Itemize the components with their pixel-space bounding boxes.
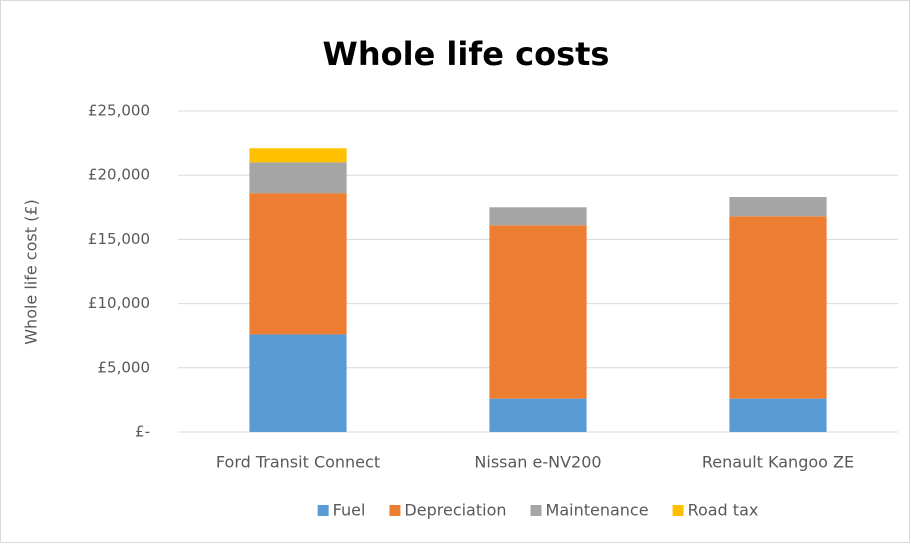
bar-segment [489, 225, 587, 399]
y-tick-label: £- [135, 423, 150, 441]
y-tick-label: £5,000 [98, 358, 151, 376]
legend-swatch [389, 505, 401, 516]
chart-title: Whole life costs [323, 35, 610, 73]
x-tick-label: Renault Kangoo ZE [702, 453, 854, 472]
bar-segment [729, 398, 827, 432]
bar-segment [729, 197, 827, 217]
y-axis-label: Whole life cost (£) [22, 199, 41, 345]
legend-swatch [672, 505, 684, 516]
bar-segment [249, 334, 347, 432]
x-tick-label: Ford Transit Connect [216, 453, 380, 472]
bar-segment [249, 148, 347, 163]
bar-segment [249, 193, 347, 335]
bar-segment [489, 207, 587, 226]
legend-swatch [530, 505, 542, 516]
y-tick-label: £15,000 [88, 230, 150, 248]
y-tick-label: £20,000 [88, 166, 150, 184]
x-tick-label: Nissan e-NV200 [474, 453, 601, 472]
bar-segment [729, 216, 827, 399]
bar-segment [249, 162, 347, 194]
legend-label: Fuel [333, 501, 366, 520]
legend-label: Maintenance [546, 501, 649, 520]
legend-swatch [317, 505, 329, 516]
legend-label: Road tax [688, 501, 759, 520]
y-tick-label: £25,000 [88, 102, 150, 120]
bar-segment [489, 398, 587, 432]
legend-label: Depreciation [404, 501, 506, 520]
y-tick-label: £10,000 [88, 294, 150, 312]
